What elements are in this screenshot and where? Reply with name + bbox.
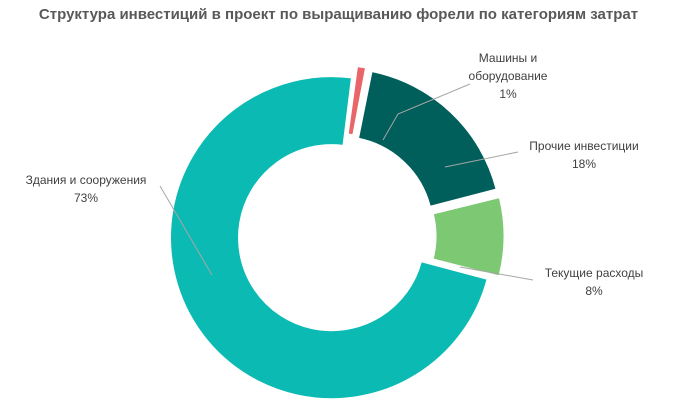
leader-line-4 — [159, 185, 213, 276]
slice-label-4: Здания и сооружения 73% — [26, 173, 147, 205]
slice-2 — [357, 71, 497, 207]
slice-name-label: Машины и — [479, 51, 537, 65]
slice-name-label: оборудование — [469, 69, 548, 83]
slice-4 — [170, 76, 488, 400]
slice-1 — [347, 66, 367, 136]
slice-label-2: Прочие инвестиции 18% — [529, 139, 638, 171]
leaders-layer — [159, 83, 534, 281]
slice-value-label: 73% — [74, 191, 98, 205]
chart-title: Структура инвестиций в проект по выращив… — [38, 6, 639, 23]
slice-value-label: 1% — [499, 87, 517, 101]
leader-line-2 — [444, 151, 519, 168]
slices-layer — [170, 66, 505, 400]
labels-layer: Машины и оборудование 1% Прочие инвестиции 1… — [26, 51, 644, 298]
slice-value-label: 8% — [585, 284, 603, 298]
leader-line-3 — [459, 266, 534, 281]
leader-line-1 — [382, 83, 471, 141]
slice-name-label: Прочие инвестиции — [529, 139, 638, 153]
slice-label-1: Машины и оборудование 1% — [469, 51, 548, 101]
slice-name-label: Здания и сооружения — [26, 173, 147, 187]
slice-label-3: Текущие расходы 8% — [545, 266, 644, 298]
slice-name-label: Текущие расходы — [545, 266, 644, 280]
slice-3 — [432, 197, 505, 277]
slice-value-label: 18% — [572, 157, 596, 171]
